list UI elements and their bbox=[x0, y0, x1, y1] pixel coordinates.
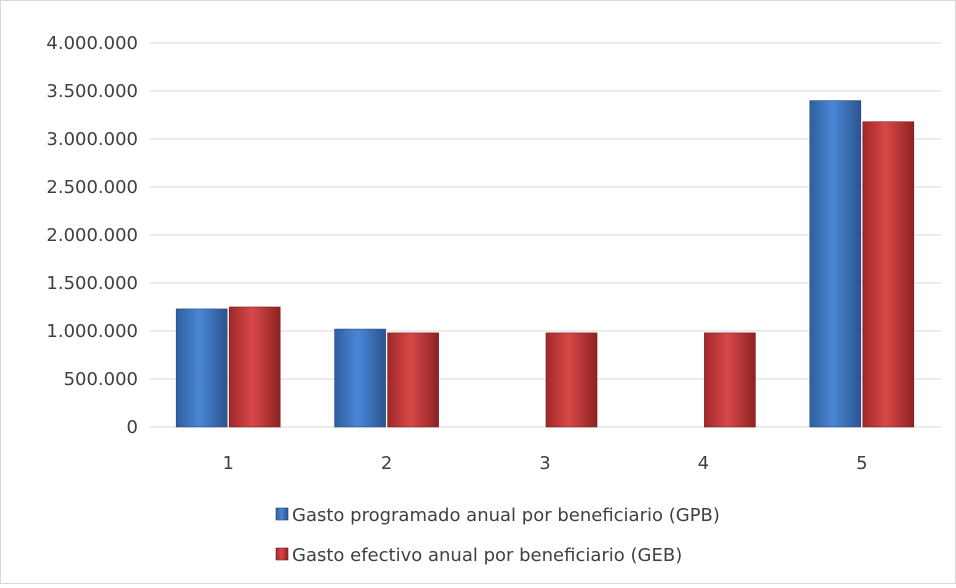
legend-swatch bbox=[275, 507, 289, 521]
y-axis-ticks: 0 500.000 1.000.000 1.500.000 2.000.000 2.500… bbox=[46, 33, 138, 438]
y-tick-label: 1.500.000 bbox=[46, 273, 138, 294]
y-tick-label: 3.500.000 bbox=[46, 81, 138, 102]
legend-item-gpb: Gasto programado anual por beneficiario … bbox=[275, 505, 720, 526]
bar-geb-1 bbox=[228, 306, 281, 428]
bar-geb-3 bbox=[545, 332, 598, 428]
gridlines bbox=[149, 42, 941, 428]
x-tick-label: 3 bbox=[539, 453, 550, 474]
legend-swatch bbox=[275, 547, 289, 561]
legend-label: Gasto programado anual por beneficiario … bbox=[292, 505, 720, 526]
bar-geb-5 bbox=[862, 121, 915, 428]
y-tick-label: 3.000.000 bbox=[46, 129, 138, 150]
x-tick-label: 2 bbox=[381, 453, 392, 474]
x-tick-label: 1 bbox=[222, 453, 233, 474]
x-tick-label: 5 bbox=[856, 453, 867, 474]
bars bbox=[175, 100, 915, 428]
bar-geb-2 bbox=[387, 332, 439, 428]
bar-gpb-2 bbox=[334, 328, 386, 428]
y-tick-label: 500.000 bbox=[64, 369, 138, 390]
bar-gpb-1 bbox=[175, 308, 228, 428]
bar-geb-4 bbox=[704, 332, 756, 428]
y-tick-label: 4.000.000 bbox=[46, 33, 138, 54]
bar-gpb-5 bbox=[809, 100, 862, 428]
x-tick-label: 4 bbox=[698, 453, 709, 474]
legend: Gasto programado anual por beneficiario … bbox=[275, 505, 720, 566]
y-tick-label: 2.500.000 bbox=[46, 177, 138, 198]
legend-item-geb: Gasto efectivo anual por beneficiario (G… bbox=[275, 545, 682, 566]
x-axis-ticks: 1 2 3 4 5 bbox=[222, 453, 867, 474]
y-tick-label: 2.000.000 bbox=[46, 225, 138, 246]
y-tick-label: 1.000.000 bbox=[46, 321, 138, 342]
y-tick-label: 0 bbox=[127, 417, 138, 438]
legend-label: Gasto efectivo anual por beneficiario (G… bbox=[292, 545, 682, 566]
